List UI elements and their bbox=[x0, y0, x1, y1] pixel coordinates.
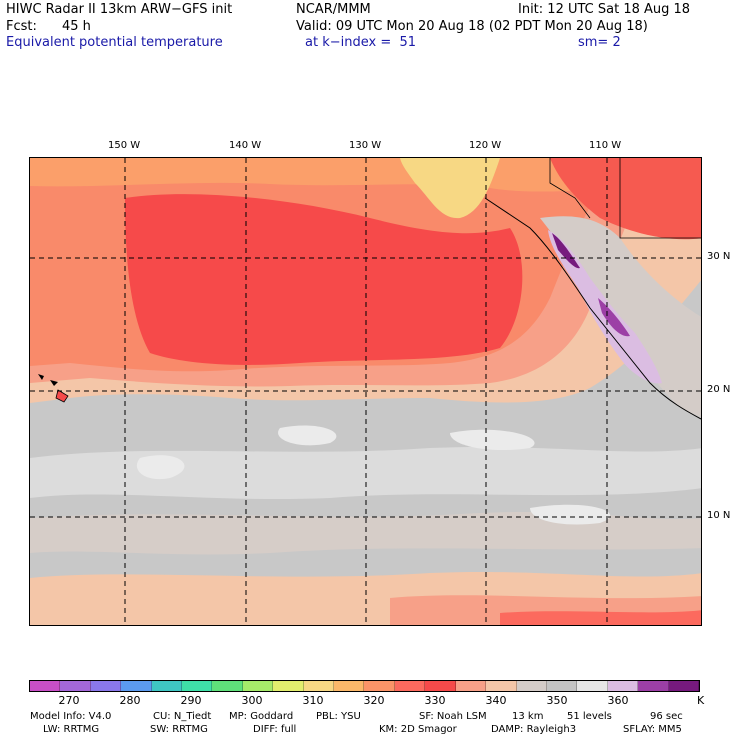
lat-label-20n: 20 N bbox=[707, 384, 731, 395]
border-line bbox=[549, 158, 591, 219]
colorbar-tick-label: 280 bbox=[119, 694, 141, 707]
region-dark-purple-1 bbox=[552, 233, 580, 269]
footer-res: 13 km bbox=[512, 711, 544, 722]
colorbar-swatch bbox=[334, 681, 365, 691]
footer-levels: 51 levels bbox=[567, 711, 612, 722]
smoothing-info: sm= 2 bbox=[578, 35, 621, 50]
footer-mp: MP: Goddard bbox=[229, 711, 294, 722]
band-south-red bbox=[500, 610, 701, 625]
patch-white-2 bbox=[450, 429, 535, 451]
colorbar bbox=[29, 680, 700, 692]
colorbar-tick-label: 350 bbox=[546, 694, 568, 707]
colorbar-swatch bbox=[212, 681, 243, 691]
colorbar-tick-label: 320 bbox=[363, 694, 385, 707]
footer-cu: CU: N_Tiedt bbox=[153, 711, 212, 722]
region-dark-purple-2 bbox=[598, 298, 630, 337]
patch-white-3 bbox=[136, 455, 185, 480]
patch-white-4 bbox=[530, 504, 611, 525]
footer-timestep: 96 sec bbox=[650, 711, 683, 722]
colorbar-swatch bbox=[121, 681, 152, 691]
colorbar-tick-label: 290 bbox=[180, 694, 202, 707]
colorbar-tick-label: 270 bbox=[58, 694, 80, 707]
footer-km: KM: 2D Smagor bbox=[379, 724, 457, 735]
fcst-value: 45 h bbox=[62, 19, 91, 34]
state-border bbox=[619, 158, 701, 239]
field-name: Equivalent potential temperature bbox=[6, 35, 223, 50]
map-panel bbox=[29, 157, 702, 626]
region-red-core bbox=[125, 194, 523, 365]
colorbar-swatch bbox=[577, 681, 608, 691]
footer-sw: SW: RRTMG bbox=[150, 724, 208, 735]
region-north-orange bbox=[30, 158, 701, 192]
island-2 bbox=[50, 380, 58, 386]
colorbar-tick-label: 360 bbox=[607, 694, 629, 707]
lon-label-110w: 110 W bbox=[589, 140, 622, 151]
lon-label-120w: 120 W bbox=[469, 140, 502, 151]
region-yellow bbox=[400, 158, 500, 219]
fcst-label: Fcst: bbox=[6, 19, 37, 34]
colorbar-swatch bbox=[242, 681, 274, 691]
colorbar-swatch bbox=[486, 681, 517, 691]
valid-time: Valid: 09 UTC Mon 20 Aug 18 (02 PDT Mon … bbox=[296, 19, 648, 34]
lon-label-150w: 150 W bbox=[108, 140, 141, 151]
island-1 bbox=[38, 374, 44, 380]
colorbar-swatch bbox=[303, 681, 335, 691]
footer-pbl: PBL: YSU bbox=[316, 711, 361, 722]
footer-diff: DIFF: full bbox=[253, 724, 297, 735]
colorbar-swatch bbox=[60, 681, 91, 691]
product-title: HIWC Radar II 13km ARW−GFS init bbox=[6, 2, 233, 17]
lon-label-140w: 140 W bbox=[229, 140, 262, 151]
colorbar-swatch bbox=[516, 681, 547, 691]
footer-sf: SF: Noah LSM bbox=[419, 711, 487, 722]
colorbar-swatch bbox=[273, 681, 304, 691]
graticule bbox=[30, 158, 701, 625]
lat-label-30n: 30 N bbox=[707, 251, 731, 262]
colorbar-unit: K bbox=[697, 694, 705, 707]
level-info: at k−index = 51 bbox=[305, 35, 417, 50]
lon-label-130w: 130 W bbox=[349, 140, 382, 151]
footer-model-info: Model Info: V4.0 bbox=[30, 711, 112, 722]
colorbar-tick-label: 330 bbox=[424, 694, 446, 707]
band-tan-gray bbox=[30, 511, 701, 555]
colorbar-tick-label: 300 bbox=[241, 694, 263, 707]
colorbar-swatch bbox=[546, 681, 578, 691]
colorbar-swatch bbox=[364, 681, 395, 691]
colorbar-swatch bbox=[90, 681, 122, 691]
colorbar-swatch bbox=[151, 681, 183, 691]
org-label: NCAR/MMM bbox=[296, 2, 371, 17]
colorbar-swatch bbox=[638, 681, 669, 691]
colorbar-swatch bbox=[455, 681, 487, 691]
init-time: Init: 12 UTC Sat 18 Aug 18 bbox=[518, 2, 691, 17]
island-3 bbox=[55, 389, 69, 403]
colorbar-swatch bbox=[668, 681, 699, 691]
footer-lw: LW: RRTMG bbox=[43, 724, 100, 735]
colorbar-tick-label: 310 bbox=[302, 694, 324, 707]
footer-sflay: SFLAY: MM5 bbox=[623, 724, 682, 735]
colorbar-swatch bbox=[394, 681, 426, 691]
colorbar-swatch bbox=[182, 681, 213, 691]
colorbar-swatch bbox=[607, 681, 639, 691]
colorbar-swatch bbox=[425, 681, 456, 691]
patch-white-1 bbox=[278, 425, 337, 446]
coastline bbox=[484, 197, 701, 420]
colorbar-swatch bbox=[30, 681, 61, 691]
region-land-red bbox=[550, 158, 701, 240]
footer-damp: DAMP: Rayleigh3 bbox=[491, 724, 577, 735]
theta-e-map bbox=[30, 158, 701, 625]
colorbar-tick-label: 340 bbox=[485, 694, 507, 707]
lat-label-10n: 10 N bbox=[707, 510, 731, 521]
